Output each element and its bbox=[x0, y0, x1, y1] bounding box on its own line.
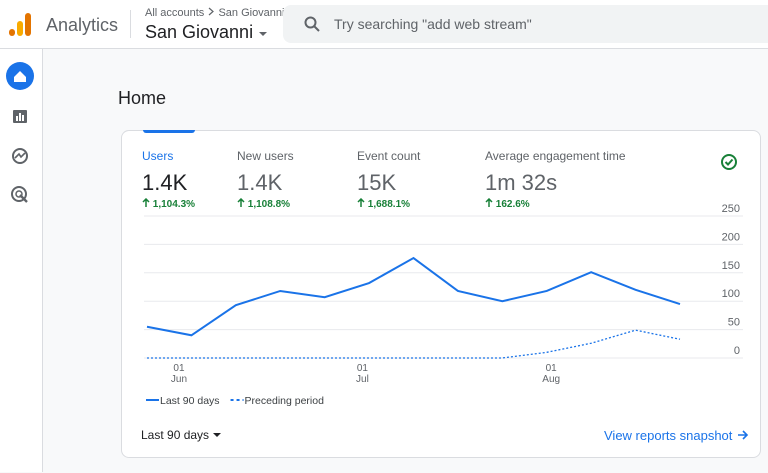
metric-tab[interactable]: New users 1.4K 1,108.8% bbox=[237, 149, 347, 210]
reports-link[interactable]: View reports snapshot bbox=[604, 428, 750, 443]
x-tick-day: 01 bbox=[357, 363, 369, 374]
series-line bbox=[146, 256, 681, 337]
legend-label: Last 90 days bbox=[160, 395, 220, 407]
y-tick-label: 100 bbox=[722, 288, 740, 300]
divider bbox=[130, 10, 131, 38]
logo bbox=[9, 13, 31, 36]
metric-value: 1.4K bbox=[142, 170, 188, 195]
metric-change: 1,104.3% bbox=[142, 197, 196, 210]
x-tick-month: Jun bbox=[171, 374, 187, 385]
metric-value: 1m 32s bbox=[485, 170, 558, 195]
home-nav[interactable] bbox=[6, 62, 34, 90]
advertising-nav[interactable] bbox=[11, 186, 28, 203]
metric-label: Event count bbox=[357, 149, 421, 163]
search-icon bbox=[304, 16, 320, 32]
page-title: Home bbox=[118, 88, 167, 108]
status-icon bbox=[721, 154, 737, 170]
y-tick-label: 250 bbox=[722, 203, 740, 215]
top-bar: Analytics All accounts San Giovanni San … bbox=[0, 0, 768, 49]
explore-nav[interactable] bbox=[12, 148, 28, 164]
property-name[interactable]: San Giovanni bbox=[145, 22, 254, 42]
overview-card: Users 1.4K 1,104.3% New users 1.4K 1,108.8%… bbox=[121, 130, 761, 458]
chevron-icon bbox=[208, 7, 215, 16]
dropdown-icon bbox=[213, 433, 222, 437]
legend-label: Preceding period bbox=[245, 395, 325, 407]
date-range-picker[interactable]: Last 90 days bbox=[141, 428, 222, 442]
up-arrow-icon bbox=[237, 197, 245, 207]
sidebar bbox=[0, 49, 43, 472]
change-value: 1,108.8% bbox=[247, 199, 291, 210]
metric-label: Average engagement time bbox=[485, 149, 626, 163]
metric-tab[interactable]: Event count 15K 1,688.1% bbox=[357, 149, 467, 210]
reports-nav[interactable] bbox=[13, 110, 27, 123]
dropdown-icon bbox=[259, 32, 268, 36]
date-range[interactable]: Last 90 days bbox=[141, 428, 210, 442]
metric-label: Users bbox=[142, 149, 174, 163]
search-placeholder: Try searching "add web stream" bbox=[334, 16, 532, 32]
metric-change: 1,688.1% bbox=[357, 197, 411, 210]
property-picker[interactable]: San Giovanni bbox=[145, 22, 268, 43]
selected-tab-indicator bbox=[143, 130, 195, 133]
metric-label: New users bbox=[237, 149, 294, 163]
x-tick-month: Jul bbox=[356, 374, 369, 385]
link-text[interactable]: View reports snapshot bbox=[604, 428, 733, 443]
metric-change: 162.6% bbox=[485, 197, 530, 210]
breadcrumb-root[interactable]: All accounts bbox=[145, 7, 205, 19]
change-value: 1,104.3% bbox=[152, 199, 196, 210]
metric-value: 1.4K bbox=[237, 170, 283, 195]
x-tick-month: Aug bbox=[542, 374, 560, 385]
search-box[interactable]: Try searching "add web stream" bbox=[283, 5, 768, 43]
change-value: 1,688.1% bbox=[367, 199, 411, 210]
y-tick-label: 50 bbox=[728, 317, 740, 329]
up-arrow-icon bbox=[142, 197, 150, 207]
up-arrow-icon bbox=[357, 197, 365, 207]
x-tick-day: 01 bbox=[546, 363, 558, 374]
product-name: Analytics bbox=[46, 15, 119, 35]
breadcrumb[interactable]: All accounts San Giovanni bbox=[145, 7, 284, 19]
y-tick-label: 200 bbox=[722, 231, 740, 243]
breadcrumb-current[interactable]: San Giovanni bbox=[218, 7, 285, 19]
x-tick-day: 01 bbox=[173, 363, 185, 374]
metric-tab[interactable]: Users 1.4K 1,104.3% bbox=[142, 149, 252, 210]
metric-change: 1,108.8% bbox=[237, 197, 291, 210]
y-tick-label: 150 bbox=[722, 260, 740, 272]
nav-icons bbox=[6, 62, 34, 203]
series-line bbox=[147, 329, 681, 359]
y-tick-label: 0 bbox=[734, 345, 740, 357]
up-arrow-icon bbox=[485, 197, 493, 207]
arrow-icon bbox=[738, 430, 749, 440]
metric-value: 15K bbox=[357, 170, 397, 195]
change-value: 162.6% bbox=[495, 199, 530, 210]
metric-tab[interactable]: Average engagement time 1m 32s 162.6% bbox=[485, 149, 626, 210]
